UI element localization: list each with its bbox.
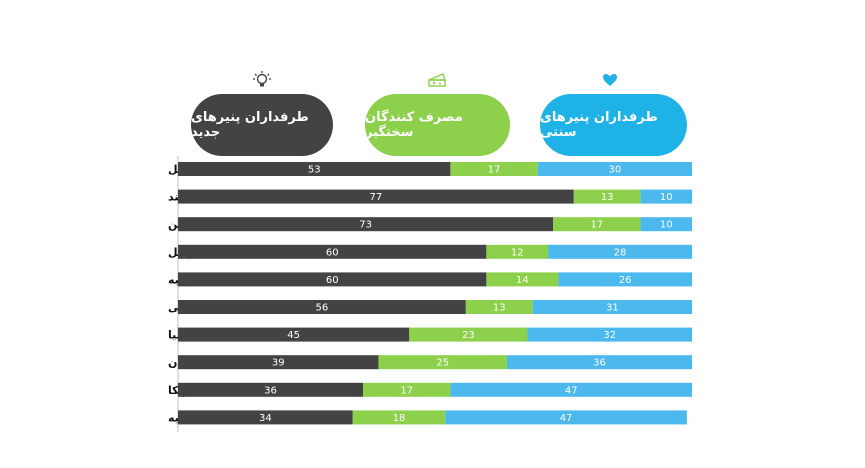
bar-segment-traditional-cheese-fans <box>445 410 687 425</box>
value-label: 31 <box>606 303 619 314</box>
lightbulb-icon <box>253 71 271 87</box>
legend-traditional-cheese-fans: طرفداران پنیرهای سنتی <box>540 94 687 156</box>
bar-segment-traditional-cheese-fans <box>506 355 692 370</box>
value-label: 36 <box>593 358 606 369</box>
value-label: 56 <box>316 303 329 314</box>
cheese-icon <box>428 73 446 87</box>
bar-segment-traditional-cheese-fans <box>450 382 692 397</box>
value-label: 36 <box>264 385 277 396</box>
bar-segment-new-cheese-fans <box>178 410 353 425</box>
value-label: 12 <box>511 247 524 258</box>
bar-segment-new-cheese-fans <box>178 272 487 287</box>
value-label: 39 <box>272 358 285 369</box>
value-label: 60 <box>326 275 339 286</box>
bar-segment-demanding-consumers <box>378 355 507 370</box>
bar-segment-new-cheese-fans <box>178 382 364 397</box>
value-label: 14 <box>516 275 529 286</box>
value-label: 25 <box>436 358 449 369</box>
bar-segment-new-cheese-fans <box>178 355 379 370</box>
bar-segment-demanding-consumers <box>486 272 559 287</box>
value-label: 47 <box>560 413 573 424</box>
bar-segment-traditional-cheese-fans <box>527 327 692 342</box>
value-label: 17 <box>591 220 604 231</box>
bar-segment-traditional-cheese-fans <box>532 300 692 314</box>
value-label: 34 <box>259 413 272 424</box>
value-label: 23 <box>462 330 475 341</box>
value-label: 28 <box>614 247 627 258</box>
bar-segment-traditional-cheese-fans <box>558 272 692 287</box>
legend-label: طرفداران پنیرهای سنتی <box>540 110 658 140</box>
bar-segment-traditional-cheese-fans <box>640 189 692 204</box>
legend-label: طرفداران پنیرهای جدید <box>191 110 309 140</box>
bar-segment-new-cheese-fans <box>178 300 466 314</box>
bar-segment-traditional-cheese-fans <box>548 244 692 259</box>
heart-icon <box>603 74 617 86</box>
value-label: 13 <box>601 192 614 203</box>
bar-segment-new-cheese-fans <box>178 244 487 259</box>
bar-segment-traditional-cheese-fans <box>640 217 692 232</box>
value-label: 73 <box>359 220 372 231</box>
bar-segment-new-cheese-fans <box>178 162 451 176</box>
bar-segment-demanding-consumers <box>409 327 528 342</box>
value-label: 10 <box>660 192 673 203</box>
bar-segment-demanding-consumers <box>486 244 549 259</box>
legend-demanding-consumers: مصرف کنندگان سختگیر <box>365 94 510 156</box>
bar-segment-traditional-cheese-fans <box>537 162 692 176</box>
value-label: 10 <box>660 220 673 231</box>
bar-segment-demanding-consumers <box>553 217 641 232</box>
bar-segment-demanding-consumers <box>465 300 533 314</box>
bar-segment-new-cheese-fans <box>178 189 574 204</box>
bar-segment-demanding-consumers <box>573 189 641 204</box>
value-label: 17 <box>488 165 501 176</box>
value-label: 18 <box>393 413 406 424</box>
value-label: 26 <box>619 275 632 286</box>
bar-segment-demanding-consumers <box>363 382 451 397</box>
bar-segment-demanding-consumers <box>352 410 446 425</box>
bar-segment-new-cheese-fans <box>178 217 554 232</box>
value-label: 32 <box>603 330 616 341</box>
value-label: 47 <box>565 385 578 396</box>
bar-segment-demanding-consumers <box>450 162 538 176</box>
value-label: 77 <box>370 192 383 203</box>
legend-new-cheese-fans: طرفداران پنیرهای جدید <box>191 94 333 156</box>
value-label: 53 <box>308 165 321 176</box>
legend-label: مصرف کنندگان سختگیر <box>365 110 463 140</box>
value-label: 17 <box>400 385 413 396</box>
value-label: 13 <box>493 303 506 314</box>
value-label: 60 <box>326 247 339 258</box>
bars-group: کل531730هند771310چین731710برزیل601228ترک… <box>168 162 692 425</box>
value-label: 45 <box>287 330 300 341</box>
bar-segment-new-cheese-fans <box>178 327 410 342</box>
value-label: 30 <box>609 165 622 176</box>
